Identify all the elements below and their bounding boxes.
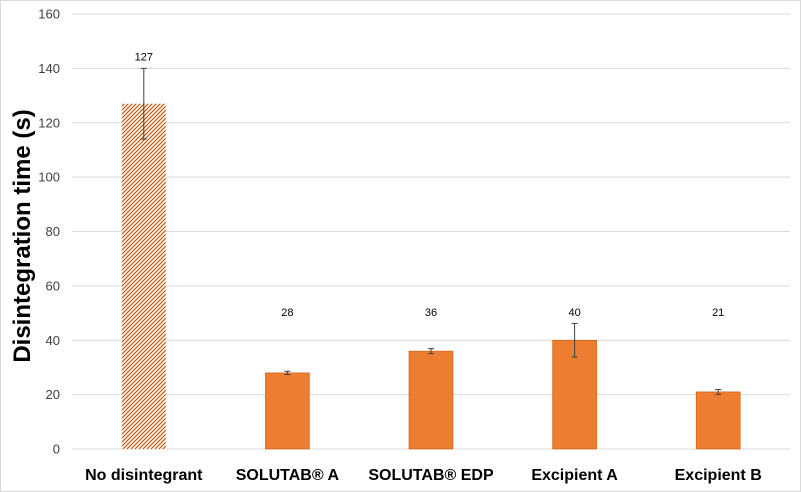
- data-label: 21: [712, 307, 724, 319]
- bar: [121, 103, 166, 449]
- gridlines: [72, 13, 790, 450]
- y-tick-label: 20: [46, 387, 60, 402]
- y-tick-label: 80: [46, 224, 60, 239]
- error-bars: [140, 67, 722, 395]
- y-tick-label: 0: [53, 442, 60, 457]
- y-tick-label: 100: [38, 170, 60, 185]
- y-tick-labels: 0 20 40 60 80 100 120 140 160: [38, 7, 60, 457]
- data-label: 28: [281, 307, 293, 319]
- y-tick-label: 120: [38, 115, 60, 130]
- y-axis-label: Disintegration time (s): [9, 109, 36, 362]
- y-tick-label: 160: [38, 7, 60, 22]
- category-label: SOLUTAB® EDP: [368, 467, 494, 484]
- category-label: No disintegrant: [85, 467, 203, 484]
- category-label: Excipient A: [531, 467, 618, 484]
- y-tick-label: 60: [46, 278, 60, 293]
- category-label: Excipient B: [675, 467, 762, 484]
- data-labels: 127 28 36 40 21: [135, 51, 725, 318]
- bar: [695, 391, 741, 450]
- data-label: 127: [135, 51, 153, 63]
- data-label: 36: [425, 307, 437, 319]
- data-label: 40: [568, 307, 580, 319]
- bars: [121, 103, 741, 450]
- bar: [265, 372, 310, 450]
- y-tick-label: 140: [38, 61, 60, 76]
- bar: [552, 339, 597, 450]
- category-labels: No disintegrant SOLUTAB® A SOLUTAB® EDP Exc…: [85, 467, 762, 484]
- y-tick-label: 40: [46, 333, 60, 348]
- category-label: SOLUTAB® A: [236, 467, 340, 484]
- bar: [408, 350, 454, 450]
